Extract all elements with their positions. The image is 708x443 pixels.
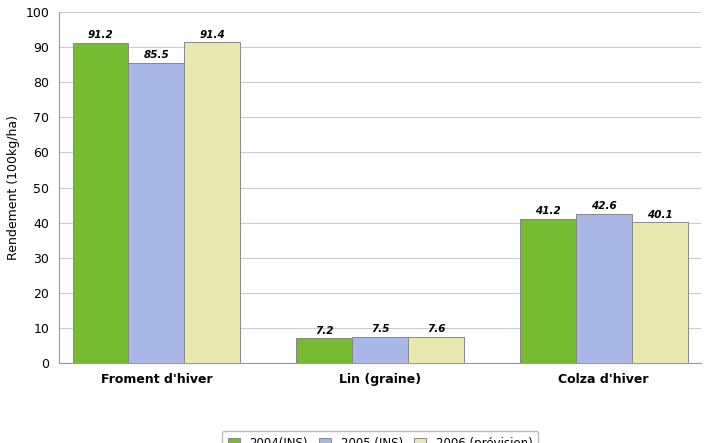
Bar <box>184 42 240 363</box>
Bar <box>632 222 687 363</box>
Text: 7.6: 7.6 <box>427 324 445 334</box>
Y-axis label: Rendement (100kg/ha): Rendement (100kg/ha) <box>7 115 20 260</box>
Text: 42.6: 42.6 <box>591 201 617 211</box>
Text: 7.5: 7.5 <box>371 324 389 334</box>
Legend: 2004(INS), 2005 (INS), 2006 (prévision): 2004(INS), 2005 (INS), 2006 (prévision) <box>222 431 538 443</box>
Text: 40.1: 40.1 <box>647 210 673 220</box>
Bar <box>296 338 352 363</box>
Bar <box>128 63 184 363</box>
Text: 91.2: 91.2 <box>88 31 113 40</box>
Text: 85.5: 85.5 <box>144 51 169 60</box>
Text: 91.4: 91.4 <box>200 30 225 40</box>
Text: 7.2: 7.2 <box>315 326 333 335</box>
Bar <box>520 218 576 363</box>
Bar <box>72 43 128 363</box>
Bar <box>576 214 632 363</box>
Text: 41.2: 41.2 <box>535 206 561 216</box>
Bar <box>408 337 464 363</box>
Bar <box>352 337 408 363</box>
